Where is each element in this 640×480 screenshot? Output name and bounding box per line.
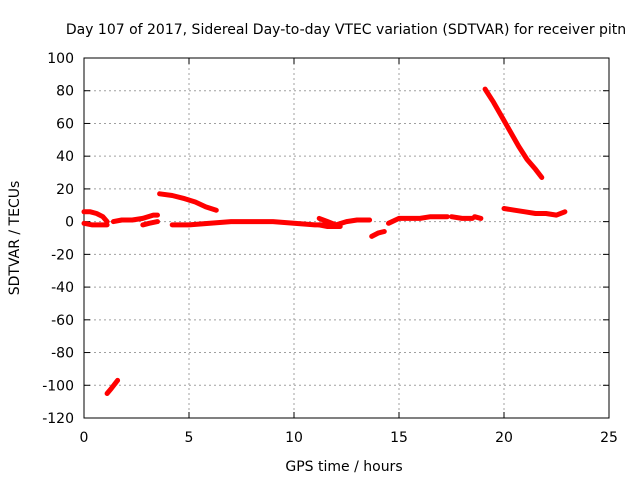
sdtvar-segment-3 [104,377,121,396]
sdtvar-segment-8 [316,215,373,228]
sdtvar-segment-2 [81,220,110,228]
y-tick-label: 100 [47,51,74,67]
sdtvar-segment-6 [157,191,219,213]
sdtvar-segment-1 [81,209,110,225]
chart-title: Day 107 of 2017, Sidereal Day-to-day VTE… [66,22,626,38]
x-tick-label: 0 [80,430,89,446]
x-tick-label: 10 [285,430,303,446]
y-tick-label: 60 [56,116,74,132]
sdtvar-segment-13 [472,214,484,221]
sdtvar-segment-15 [501,206,568,218]
x-tick-label: 15 [390,430,408,446]
grid [84,58,609,418]
sdtvar-segment-14 [482,86,545,180]
y-axis-label: SDTVAR / TECUs [7,181,23,296]
y-tick-label: -20 [51,247,74,263]
sdtvar-segment-5 [140,219,160,228]
y-tick-label: -80 [51,346,74,362]
data-series [81,86,568,396]
sdtvar-segment-12 [449,214,475,221]
sdtvar-segment-11 [386,214,450,226]
y-tick-label: 0 [65,215,74,231]
x-tick-label: 5 [185,430,194,446]
plot-frame [83,57,610,419]
y-tick-label: 80 [56,84,74,100]
sdtvar-segment-10 [369,229,387,239]
axis-ticks: 0 5 10 15 20 25 -120 -100 -80 -60 -40 -20 0 20 40 60 80 1… [42,51,618,446]
y-tick-label: -40 [51,280,74,296]
x-tick-label: 20 [495,430,513,446]
sdtvar-segment-4 [110,212,160,225]
y-tick-label: -100 [42,378,74,394]
y-tick-label: 40 [56,149,74,165]
y-tick-label: -120 [42,411,74,427]
y-tick-label: 20 [56,182,74,198]
sdtvar-segment-9 [316,222,343,229]
y-tick-label: -60 [51,313,74,329]
x-tick-label: 25 [600,430,618,446]
sdtvar-segment-7 [169,219,335,228]
x-axis-label: GPS time / hours [285,459,402,475]
